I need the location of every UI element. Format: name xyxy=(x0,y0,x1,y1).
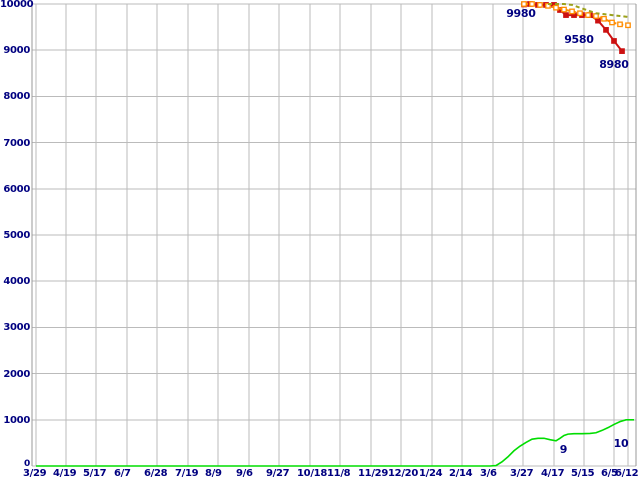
x-tick-label: 9/27 xyxy=(266,468,290,479)
y-tick-label: 3000 xyxy=(3,322,30,334)
x-tick-label: 2/14 xyxy=(449,468,473,479)
series-marker xyxy=(537,2,543,8)
series-marker xyxy=(529,1,535,7)
y-tick-label: 9000 xyxy=(3,45,30,57)
data-point-label: 9 xyxy=(559,443,568,456)
series-marker xyxy=(553,4,559,11)
series-marker xyxy=(609,19,615,26)
x-tick-label: 4/17 xyxy=(541,468,565,479)
series-marker xyxy=(585,12,591,18)
y-tick-label: 2000 xyxy=(3,368,30,380)
series-marker xyxy=(521,1,527,7)
series-green-solid xyxy=(36,419,634,467)
x-tick-label: 6/28 xyxy=(144,468,168,479)
x-tick-label: 6/7 xyxy=(114,468,131,479)
x-tick-label: 6/12 xyxy=(615,468,639,479)
data-point-label: 10 xyxy=(613,437,629,450)
y-tick-label: 8000 xyxy=(3,91,30,103)
data-point-label: 8980 xyxy=(599,58,629,71)
y-tick-label: 10000 xyxy=(0,0,34,10)
x-tick-label: 5/17 xyxy=(83,468,107,479)
x-tick-label: 12/20 xyxy=(388,468,418,479)
x-tick-label: 11/8 xyxy=(327,468,351,479)
x-tick-label: 6/5 xyxy=(601,468,618,479)
y-tick-label: 1000 xyxy=(3,414,30,426)
x-tick-label: 3/27 xyxy=(510,468,534,479)
x-tick-label: 11/29 xyxy=(358,468,388,479)
y-tick-label: 6000 xyxy=(3,183,30,195)
series-marker xyxy=(569,8,575,15)
series-marker xyxy=(601,15,607,22)
x-tick-label: 3/6 xyxy=(480,468,497,479)
series-marker xyxy=(617,21,623,28)
y-tick-label: 0 xyxy=(24,459,30,469)
series-marker xyxy=(619,48,625,54)
series-marker xyxy=(625,22,631,29)
series-marker xyxy=(593,13,599,19)
y-tick-label: 5000 xyxy=(3,230,30,241)
series-marker xyxy=(611,38,617,44)
data-point-label: 9580 xyxy=(564,33,594,46)
grid-lines xyxy=(32,3,636,467)
series-marker xyxy=(563,12,569,18)
series-marker xyxy=(561,6,567,13)
series-marker xyxy=(577,10,583,17)
x-tick-label: 5/15 xyxy=(571,468,595,479)
x-tick-label: 3/29 xyxy=(23,468,47,479)
series-marker xyxy=(603,27,609,33)
x-tick-label: 1/24 xyxy=(419,468,443,479)
x-tick-label: 8/9 xyxy=(205,468,222,479)
x-tick-label: 9/6 xyxy=(236,468,253,479)
y-tick-label: 7000 xyxy=(3,137,30,149)
y-tick-label: 4000 xyxy=(3,276,30,288)
series-layer xyxy=(36,1,634,467)
x-tick-label: 7/19 xyxy=(175,468,199,479)
axis-lines xyxy=(31,4,637,466)
x-tick-label: 4/19 xyxy=(53,468,77,479)
x-tick-label: 10/18 xyxy=(297,468,327,479)
data-point-label: 9980 xyxy=(506,7,536,20)
series-marker xyxy=(595,17,601,24)
